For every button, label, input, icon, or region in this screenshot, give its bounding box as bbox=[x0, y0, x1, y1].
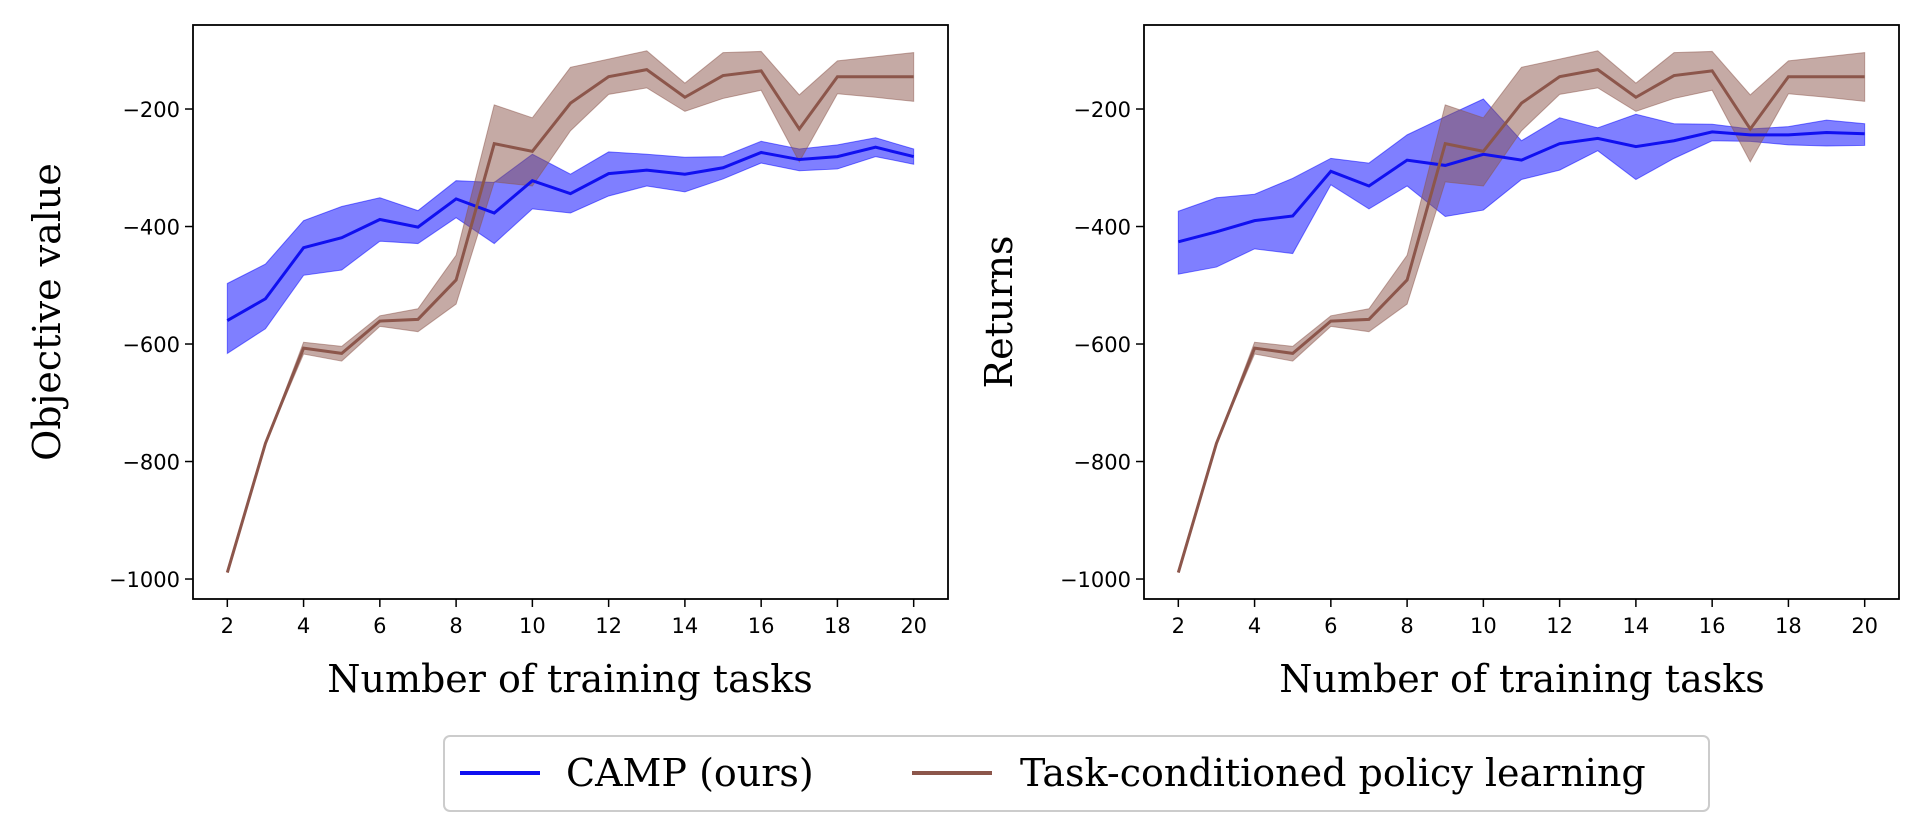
y-tick-label: −600 bbox=[122, 333, 180, 357]
x-tick-label: 2 bbox=[1172, 614, 1185, 638]
x-axis-label: Number of training tasks bbox=[1279, 657, 1765, 701]
x-tick-label: 8 bbox=[449, 614, 462, 638]
y-tick-label: −400 bbox=[122, 216, 180, 240]
x-tick-label: 16 bbox=[1699, 614, 1726, 638]
y-tick-label: −600 bbox=[1073, 333, 1131, 357]
legend: CAMP (ours) Task-conditioned policy lear… bbox=[443, 735, 1710, 812]
x-tick-label: 2 bbox=[221, 614, 234, 638]
x-tick-label: 6 bbox=[1324, 614, 1337, 638]
panel-objective-value: Objective value Number of training tasks… bbox=[25, 24, 949, 701]
band-camp bbox=[1177, 98, 1866, 275]
y-tick-label: −800 bbox=[122, 451, 180, 475]
legend-frame bbox=[443, 735, 1710, 812]
y-tick-label: −1000 bbox=[109, 568, 180, 592]
band-task-conditioned bbox=[1177, 50, 1866, 573]
x-tick-label: 10 bbox=[1470, 614, 1497, 638]
x-tick-label: 8 bbox=[1400, 614, 1413, 638]
x-tick-label: 4 bbox=[1248, 614, 1261, 638]
y-tick-label: −1000 bbox=[1060, 568, 1131, 592]
x-tick-label: 10 bbox=[519, 614, 546, 638]
band-camp bbox=[226, 137, 915, 355]
x-tick-label: 12 bbox=[595, 614, 622, 638]
plot-frame bbox=[1143, 24, 1900, 600]
x-tick-label: 14 bbox=[1623, 614, 1650, 638]
x-tick-label: 18 bbox=[824, 614, 851, 638]
x-tick-label: 12 bbox=[1546, 614, 1573, 638]
y-axis-label: Returns bbox=[977, 236, 1021, 389]
legend-label-camp: CAMP (ours) bbox=[566, 751, 814, 795]
x-tick-label: 14 bbox=[672, 614, 699, 638]
y-axis-label: Objective value bbox=[25, 163, 69, 461]
y-tick-label: −400 bbox=[1073, 216, 1131, 240]
x-tick-label: 4 bbox=[297, 614, 310, 638]
plot-frame bbox=[192, 24, 949, 600]
line-task-conditioned bbox=[225, 68, 914, 573]
x-tick-label: 20 bbox=[900, 614, 927, 638]
x-tick-label: 20 bbox=[1851, 614, 1878, 638]
x-tick-label: 6 bbox=[373, 614, 386, 638]
legend-label-task-conditioned: Task-conditioned policy learning bbox=[1020, 751, 1646, 795]
band-task-conditioned bbox=[226, 50, 915, 573]
x-tick-label: 16 bbox=[748, 614, 775, 638]
y-tick-label: −800 bbox=[1073, 451, 1131, 475]
x-tick-label: 18 bbox=[1775, 614, 1802, 638]
panel-returns: Returns Number of training tasks 2 4 6 8 10 1… bbox=[977, 24, 1900, 701]
x-axis-label: Number of training tasks bbox=[327, 657, 813, 701]
y-tick-label: −200 bbox=[122, 98, 180, 122]
y-tick-label: −200 bbox=[1073, 98, 1131, 122]
